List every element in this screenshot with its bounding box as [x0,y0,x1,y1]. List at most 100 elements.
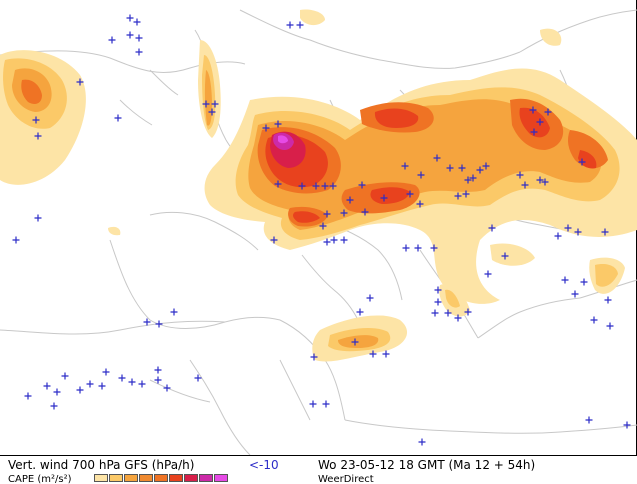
plus-marker-icon [202,100,210,108]
plus-marker-icon [536,176,544,184]
plus-marker-icon [476,166,484,174]
plus-marker-icon [135,48,143,56]
plus-marker-icon [580,278,588,286]
plus-marker-icon [382,350,390,358]
cape-label: CAPE (m²/s²) [8,474,72,484]
legend-swatch [94,474,108,482]
plus-marker-icon [366,294,374,302]
plus-marker-icon [50,402,58,410]
plus-marker-icon [155,320,163,328]
plus-marker-icon [585,416,593,424]
plus-marker-icon [270,236,278,244]
plus-marker-icon [402,244,410,252]
brand-label: WeerDirect [318,474,374,484]
plus-marker-icon [340,209,348,217]
plus-marker-icon [12,236,20,244]
plus-marker-icon [211,100,219,108]
plus-marker-icon [521,181,529,189]
plus-marker-icon [262,124,270,132]
plus-marker-icon [135,34,143,42]
plus-marker-icon [571,290,579,298]
map-footer: Vert. wind 700 hPa GFS (hPa/h) <-10 Wo 2… [0,455,637,484]
legend-swatch [154,474,168,482]
legend-swatch [184,474,198,482]
plus-marker-icon [322,400,330,408]
plus-marker-icon [154,366,162,374]
legend-swatch [214,474,228,482]
legend-swatch [124,474,138,482]
plus-marker-icon [462,190,470,198]
plus-marker-icon [133,18,141,26]
plus-marker-icon [128,378,136,386]
plus-marker-icon [43,382,51,390]
forecast-time: Wo 23-05-12 18 GMT (Ma 12 + 54h) [318,458,536,472]
plus-marker-icon [61,372,69,380]
weather-map [0,9,637,455]
plus-marker-icon [296,21,304,29]
plus-marker-icon [312,182,320,190]
plus-marker-icon [529,106,537,114]
plus-marker-icon [274,120,282,128]
plus-marker-icon [138,380,146,388]
plus-marker-icon [590,316,598,324]
plus-marker-icon [126,31,134,39]
plus-marker-icon [417,171,425,179]
plus-marker-icon [34,214,42,222]
plus-marker-icon [194,374,202,382]
plus-marker-icon [501,252,509,260]
plus-marker-icon [604,296,612,304]
plus-marker-icon [623,421,631,429]
plus-marker-icon [356,308,364,316]
plus-marker-icon [76,78,84,86]
plus-marker-icon [321,182,329,190]
plus-marker-icon [361,208,369,216]
plus-marker-icon [114,114,122,122]
map-panel [0,0,637,455]
plus-marker-icon [98,382,106,390]
plus-marker-icon [351,338,359,346]
plus-marker-icon [154,376,162,384]
plus-marker-icon [433,154,441,162]
legend-swatch [169,474,183,482]
plus-marker-icon [118,374,126,382]
threshold-label: <-10 [249,458,279,472]
plus-marker-icon [298,182,306,190]
plus-marker-icon [430,244,438,252]
plus-marker-icon [319,222,327,230]
plus-marker-icon [454,192,462,200]
plus-marker-icon [346,196,354,204]
plus-marker-icon [418,438,426,446]
plus-marker-icon [76,386,84,394]
plus-marker-icon [86,380,94,388]
plus-marker-icon [554,232,562,240]
legend-swatch [109,474,123,482]
plus-marker-icon [170,308,178,316]
plus-marker-icon [544,108,552,116]
map-title: Vert. wind 700 hPa GFS (hPa/h) [8,458,195,472]
plus-marker-icon [469,174,477,182]
plus-marker-icon [286,21,294,29]
plus-marker-icon [516,171,524,179]
legend-swatch [139,474,153,482]
plus-marker-icon [102,368,110,376]
plus-marker-icon [482,162,490,170]
plus-marker-icon [401,162,409,170]
plus-marker-icon [434,286,442,294]
plus-marker-icon [53,388,61,396]
plus-marker-icon [458,164,466,172]
plus-marker-icon [416,200,424,208]
plus-marker-icon [24,392,32,400]
plus-marker-icon [578,158,586,166]
plus-marker-icon [330,236,338,244]
color-legend [94,474,229,482]
plus-marker-icon [464,176,472,184]
plus-marker-icon [329,182,337,190]
plus-marker-icon [446,164,454,172]
plus-marker-icon [274,180,282,188]
field-top [278,135,288,144]
plus-marker-icon [380,194,388,202]
station-markers [12,14,631,446]
plus-marker-icon [309,400,317,408]
plus-marker-icon [530,128,538,136]
plus-marker-icon [444,309,452,317]
